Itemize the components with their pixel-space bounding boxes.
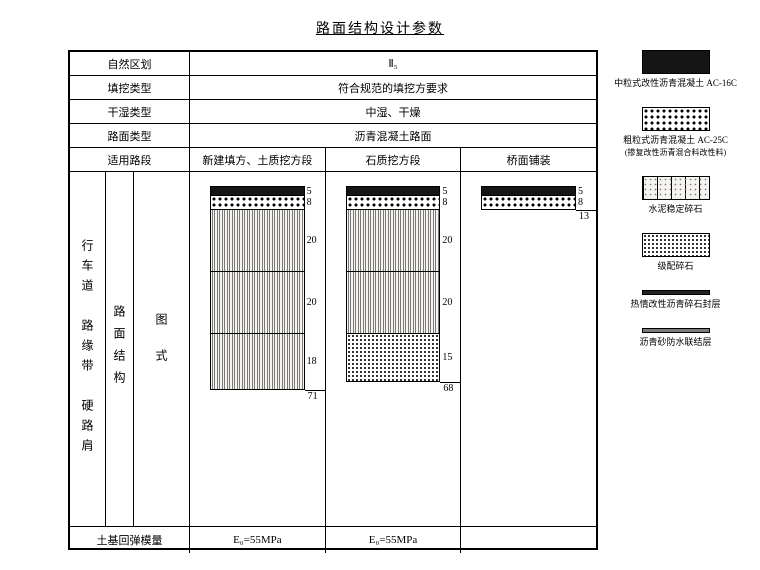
side-label-lane: 行车道 路缘带 硬路肩 — [70, 172, 106, 526]
layer-thickness: 8 — [439, 196, 447, 209]
layer: 20 — [346, 272, 441, 334]
layer-stack: 5813 — [481, 186, 576, 210]
structure-col-2: 5813 — [460, 172, 596, 526]
total-thickness: 71 — [305, 390, 325, 402]
legend-item-1: 粗粒式沥青混凝土 AC-25C(掺复改性沥青混合料改性料) — [613, 107, 738, 157]
layer-thickness: 20 — [304, 272, 317, 333]
layer: 20 — [210, 272, 305, 334]
structure-col-0: 5820201871 — [190, 172, 325, 526]
layer-thickness: 15 — [439, 334, 452, 381]
layer-thickness: 20 — [439, 272, 452, 333]
parameter-table: 自然区划 Ⅱ₅ 填挖类型 符合规范的填挖方要求 干湿类型 中湿、干燥 路面类型 … — [68, 50, 598, 550]
label-fill: 填挖类型 — [70, 76, 190, 99]
legend-item-0: 中粒式改性沥青混凝土 AC-16C — [613, 50, 738, 89]
total-thickness: 13 — [576, 210, 596, 222]
layer: 8 — [481, 196, 576, 210]
legend: 中粒式改性沥青混凝土 AC-16C 粗粒式沥青混凝土 AC-25C(掺复改性沥青混… — [613, 50, 738, 367]
layer-thickness: 20 — [439, 210, 452, 271]
total-thickness: 68 — [440, 382, 460, 394]
col3-header: 桥面铺装 — [460, 148, 596, 171]
layer: 15 — [346, 334, 441, 382]
label-zone: 自然区划 — [70, 52, 190, 75]
col2-header: 石质挖方段 — [325, 148, 461, 171]
layer: 5 — [210, 186, 305, 196]
modulus-col-0: E₀=55MPa — [190, 527, 325, 553]
footer-label: 土基回弹模量 — [70, 527, 190, 553]
layer: 5 — [481, 186, 576, 196]
legend-item-2: 水泥稳定碎石 — [613, 176, 738, 215]
structure-columns: 582020187158202015685813 — [190, 172, 596, 526]
page-title: 路面结构设计参数 — [0, 18, 760, 38]
value-moist: 中湿、干燥 — [190, 100, 596, 123]
modulus-col-2 — [460, 527, 596, 553]
layer: 8 — [210, 196, 305, 210]
label-pavtype: 路面类型 — [70, 124, 190, 147]
col1-header: 新建填方、土质挖方段 — [190, 148, 325, 171]
footer-row: 土基回弹模量 E₀=55MPaE₀=55MPa — [70, 527, 596, 553]
legend-swatch — [642, 290, 710, 295]
legend-caption: 中粒式改性沥青混凝土 AC-16C — [613, 78, 738, 89]
layer-thickness: 5 — [439, 187, 447, 195]
structure-body: 行车道 路缘带 硬路肩 路面结构 图式 58202018715820201568… — [70, 172, 596, 527]
layer: 20 — [210, 210, 305, 272]
layer-stack: 5820201871 — [210, 186, 305, 390]
legend-swatch — [642, 233, 710, 257]
layer-thickness: 18 — [304, 334, 317, 389]
modulus-col-1: E₀=55MPa — [325, 527, 461, 553]
label-section: 适用路段 — [70, 148, 190, 171]
layer: 5 — [346, 186, 441, 196]
legend-swatch — [642, 50, 710, 74]
layer: 18 — [210, 334, 305, 390]
legend-caption: 热情改性沥青碎石封层 — [613, 299, 738, 310]
layer-thickness: 8 — [575, 196, 583, 209]
label-moist: 干湿类型 — [70, 100, 190, 123]
legend-caption: 级配碎石 — [613, 261, 738, 272]
structure-col-1: 5820201568 — [325, 172, 461, 526]
value-fill: 符合规范的填挖方要求 — [190, 76, 596, 99]
legend-item-4: 热情改性沥青碎石封层 — [613, 290, 738, 310]
layer: 20 — [346, 210, 441, 272]
layer-thickness: 5 — [304, 187, 312, 195]
side-label-scheme: 图式 — [134, 172, 190, 526]
legend-swatch — [642, 107, 710, 131]
layer-thickness: 20 — [304, 210, 317, 271]
value-pavtype: 沥青混凝土路面 — [190, 124, 596, 147]
side-label-struct: 路面结构 — [106, 172, 134, 526]
legend-item-3: 级配碎石 — [613, 233, 738, 272]
legend-caption: 水泥稳定碎石 — [613, 204, 738, 215]
layer: 8 — [346, 196, 441, 210]
layer-thickness: 8 — [304, 196, 312, 209]
legend-swatch — [642, 328, 710, 333]
legend-swatch — [642, 176, 710, 200]
legend-caption: 沥青砂防水联结层 — [613, 337, 738, 348]
legend-caption: 粗粒式沥青混凝土 AC-25C — [613, 135, 738, 146]
value-zone: Ⅱ₅ — [190, 52, 596, 75]
layer-stack: 5820201568 — [346, 186, 441, 382]
footer-values: E₀=55MPaE₀=55MPa — [190, 527, 596, 553]
section-headers: 新建填方、土质挖方段 石质挖方段 桥面铺装 — [190, 148, 596, 171]
legend-subcaption: (掺复改性沥青混合料改性料) — [613, 147, 738, 158]
layer-thickness: 5 — [575, 187, 583, 195]
legend-item-5: 沥青砂防水联结层 — [613, 328, 738, 348]
